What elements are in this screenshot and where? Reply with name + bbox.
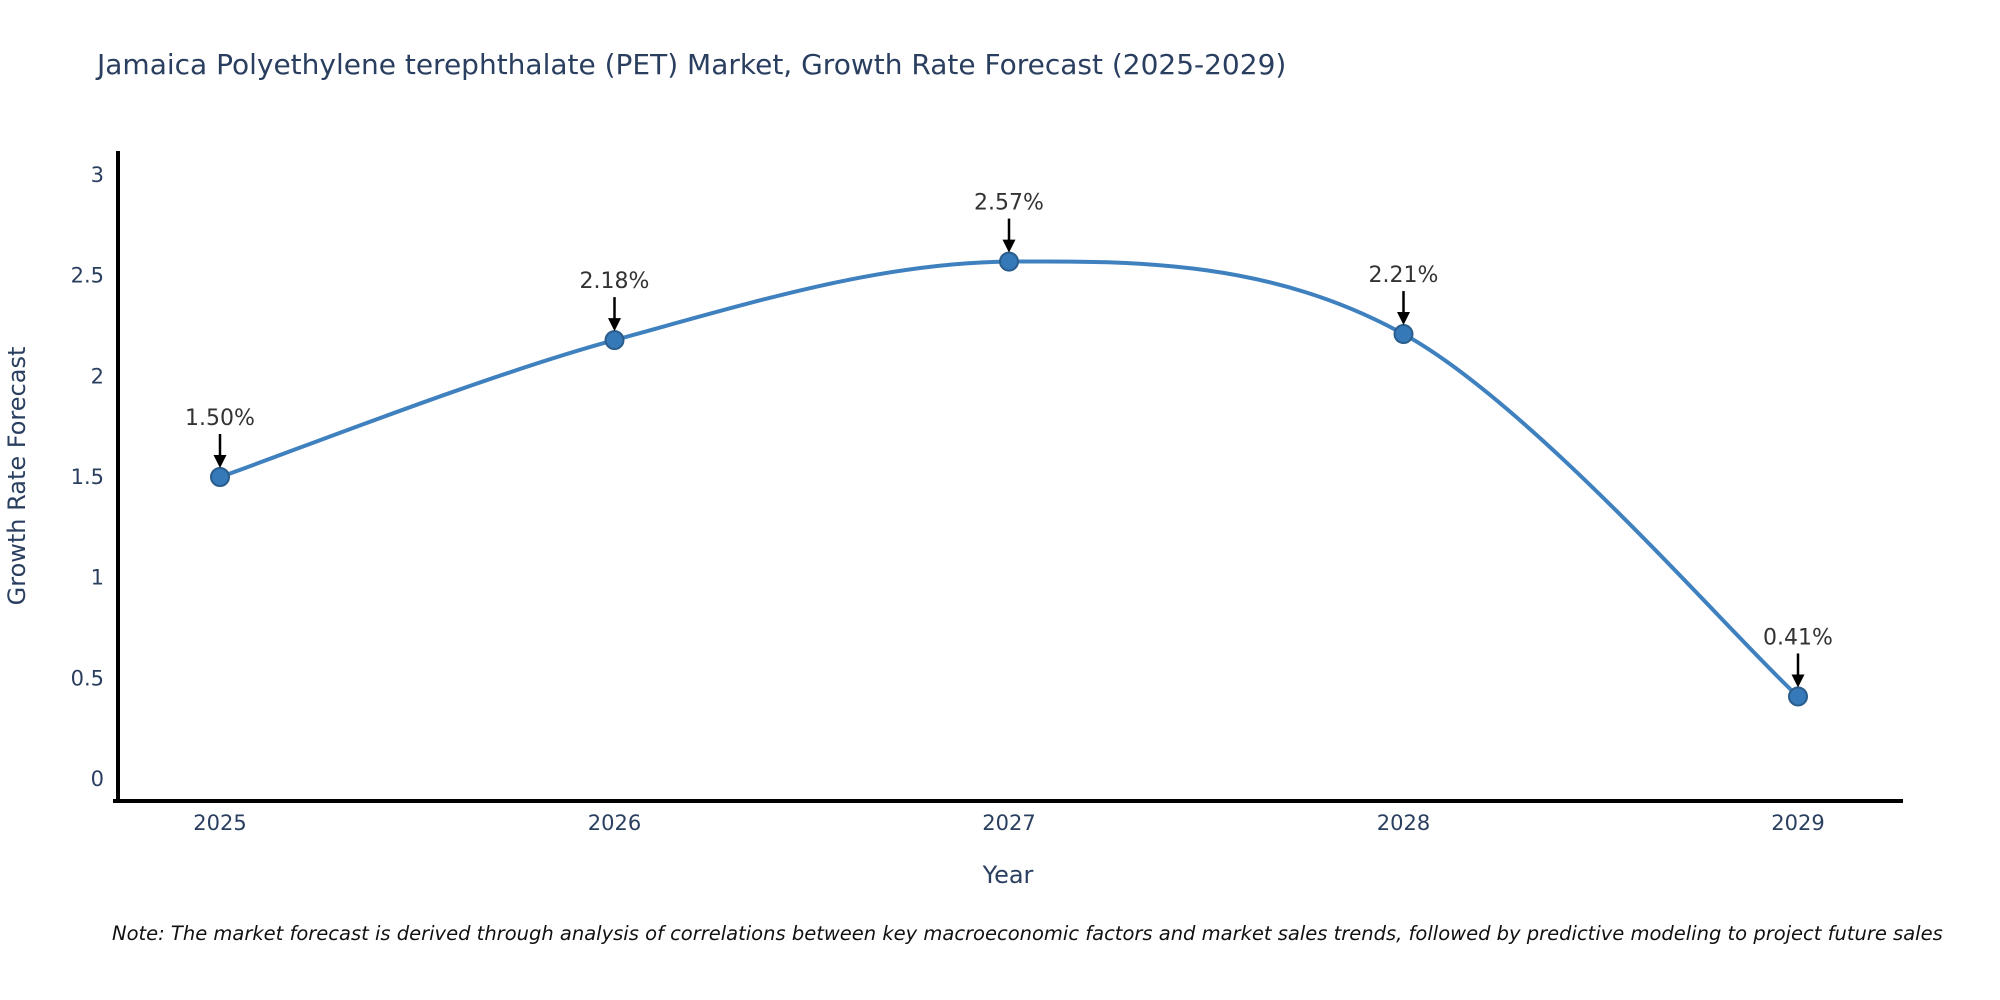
x-axis-title: Year — [982, 861, 1034, 889]
y-tick-label: 3 — [91, 163, 104, 187]
annotation-arrowhead-icon — [608, 318, 621, 332]
annotation-arrowhead-icon — [1002, 239, 1016, 253]
annotation-arrowhead-icon — [213, 455, 227, 469]
data-point-label: 2.18% — [580, 269, 650, 294]
x-tick-label: 2026 — [588, 811, 641, 835]
chart-title: Jamaica Polyethylene terephthalate (PET)… — [97, 48, 1287, 81]
y-tick-label: 1 — [91, 566, 104, 590]
data-point[interactable] — [210, 467, 230, 488]
y-tick-label: 0.5 — [71, 666, 104, 690]
y-axis-title: Growth Rate Forecast — [3, 347, 31, 606]
footnote: Note: The market forecast is derived thr… — [112, 922, 1943, 945]
x-tick-label: 2027 — [982, 811, 1035, 835]
annotation-arrowhead-icon — [1397, 312, 1410, 326]
data-point-label: 1.50% — [185, 406, 255, 431]
x-tick-label: 2028 — [1377, 811, 1430, 835]
y-tick-label: 0 — [91, 767, 104, 791]
y-tick-label: 2.5 — [71, 264, 104, 288]
forecast-line — [218, 259, 1800, 699]
annotation-arrowhead-icon — [1791, 674, 1805, 688]
data-point-label: 2.57% — [974, 191, 1044, 216]
y-tick-label: 1.5 — [71, 465, 104, 489]
x-tick-label: 2029 — [1771, 811, 1824, 835]
y-tick-label: 2 — [91, 364, 104, 388]
data-point[interactable] — [999, 251, 1019, 272]
data-point-label: 0.41% — [1763, 625, 1833, 650]
x-tick-label: 2025 — [193, 811, 246, 835]
data-point[interactable] — [1788, 686, 1808, 707]
data-point[interactable] — [604, 330, 625, 351]
data-point-label: 2.21% — [1369, 263, 1439, 288]
data-point[interactable] — [1393, 324, 1414, 345]
